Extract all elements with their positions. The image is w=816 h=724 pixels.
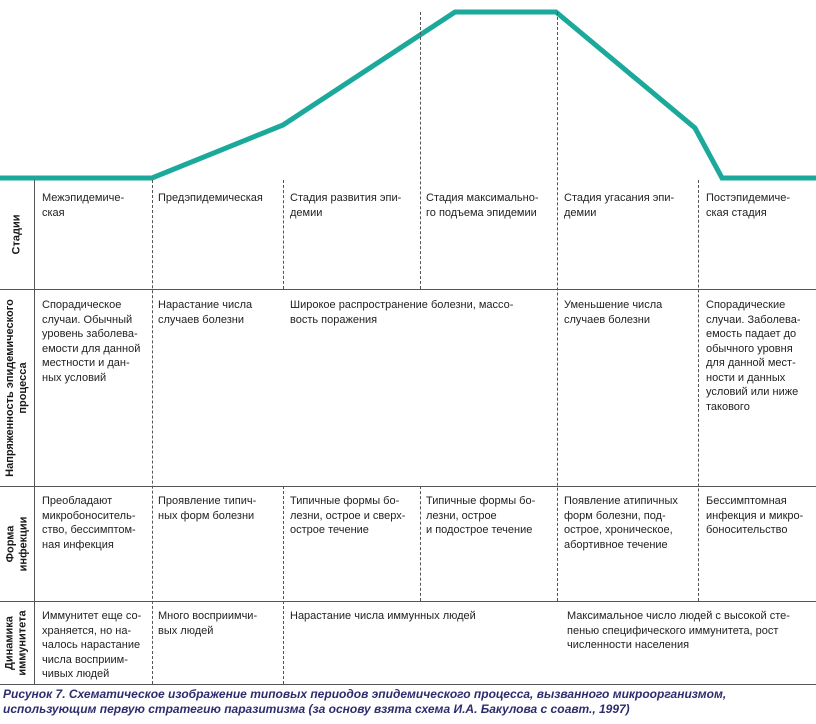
intensity-cell: Нарастание числа случаев болезни — [158, 299, 253, 326]
immunity-cell: Нарастание числа иммунных людей — [290, 610, 476, 622]
row-label-intensity: Напряженность эпидемического процесса — [4, 298, 30, 477]
intensity-cell: Спорадические случаи. Заболева- емость п… — [706, 299, 801, 413]
stage-cell: Постэпидемиче- ская стадия — [706, 192, 791, 219]
column-divider — [420, 486, 421, 601]
row-label-immunity: Динамика иммунитета — [4, 609, 29, 676]
infection-form-cell: Появление атипичных форм болезни, под- о… — [564, 495, 678, 551]
intensity-cell: Широкое распространение болезни, массо- … — [290, 299, 514, 326]
infection-form-cell: Типичные формы бо- лезни, острое и подос… — [426, 495, 536, 536]
immunity-cell: Много восприимчи- вых людей — [158, 610, 258, 637]
column-divider — [283, 486, 284, 684]
stage-cell: Стадия максимально- го подъема эпидемии — [426, 192, 539, 219]
infection-form-cell: Бессимптомная инфекция и микро- боносите… — [706, 495, 804, 536]
infection-form-cell: Преобладают микробоноситель- ство, бесси… — [42, 495, 136, 551]
column-divider — [152, 180, 153, 684]
immunity-cell: Иммунитет еще со- храняется, но на- чало… — [42, 610, 142, 680]
table-bottom-border — [0, 684, 816, 685]
column-divider — [698, 180, 699, 601]
column-divider — [283, 180, 284, 289]
row-divider — [0, 486, 816, 487]
epidemic-curve-line — [0, 9, 816, 181]
figure-caption: Рисунок 7. Схематическое изображение тип… — [3, 687, 727, 716]
intensity-cell: Спорадическое случаи. Обычный уровень за… — [42, 299, 141, 384]
row-label-form: Форма инфекции — [4, 516, 30, 571]
column-divider — [557, 12, 558, 601]
label-column-divider — [34, 180, 35, 684]
stage-cell: Стадия угасания эпи- демии — [564, 192, 675, 219]
immunity-cell: Максимальное число людей с высокой сте- … — [567, 610, 790, 651]
row-label-stages: Стадии — [10, 214, 23, 255]
stage-cell: Стадия развития эпи- демии — [290, 192, 402, 219]
intensity-cell: Уменьшение числа случаев болезни — [564, 299, 663, 326]
stage-cell: Предэпидемическая — [158, 192, 263, 204]
epidemic-curve — [0, 9, 816, 181]
stage-cell: Межэпидемиче- ская — [42, 192, 125, 219]
row-divider — [0, 289, 816, 290]
column-divider — [420, 12, 421, 289]
infection-form-cell: Типичные формы бо- лезни, острое и сверх… — [290, 495, 406, 536]
infection-form-cell: Проявление типич- ных форм болезни — [158, 495, 257, 522]
row-divider — [0, 601, 816, 602]
